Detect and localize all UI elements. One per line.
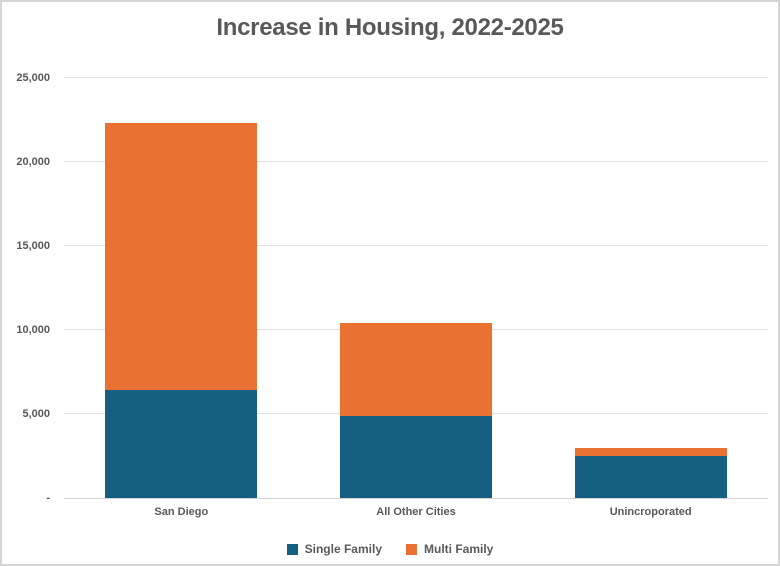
legend-swatch bbox=[406, 543, 417, 555]
bar-segment bbox=[105, 123, 257, 391]
legend-swatch bbox=[286, 543, 298, 555]
y-tick-label: 10,000 bbox=[16, 324, 50, 336]
gridline bbox=[64, 245, 768, 246]
y-tick-label: 15,000 bbox=[16, 240, 50, 252]
bar-segment bbox=[340, 415, 492, 498]
chart-title: Increase in Housing, 2022-2025 bbox=[216, 14, 564, 41]
x-category-label: All Other Cities bbox=[376, 506, 456, 518]
bar-segment bbox=[340, 323, 492, 416]
y-tick-label: - bbox=[46, 492, 50, 504]
bar-segment bbox=[105, 390, 257, 498]
bar-segment bbox=[575, 456, 727, 498]
x-category-label: San Diego bbox=[154, 506, 209, 518]
legend-item: Multi Family bbox=[406, 542, 493, 556]
legend-item: Single Family bbox=[286, 542, 382, 556]
x-category-label: Unincroporated bbox=[609, 506, 692, 518]
legend-label: Single Family bbox=[304, 542, 382, 556]
y-tick-label: 5,000 bbox=[22, 408, 50, 420]
legend-label: Multi Family bbox=[424, 542, 494, 556]
y-tick-label: 25,000 bbox=[16, 72, 50, 84]
legend: Single Family Multi Family bbox=[2, 542, 778, 556]
y-tick-label: 20,000 bbox=[16, 156, 50, 168]
gridline bbox=[64, 161, 768, 162]
gridline bbox=[64, 77, 768, 78]
x-axis-line bbox=[64, 498, 768, 499]
bar-segment bbox=[575, 447, 727, 456]
plot-area bbox=[64, 77, 768, 499]
